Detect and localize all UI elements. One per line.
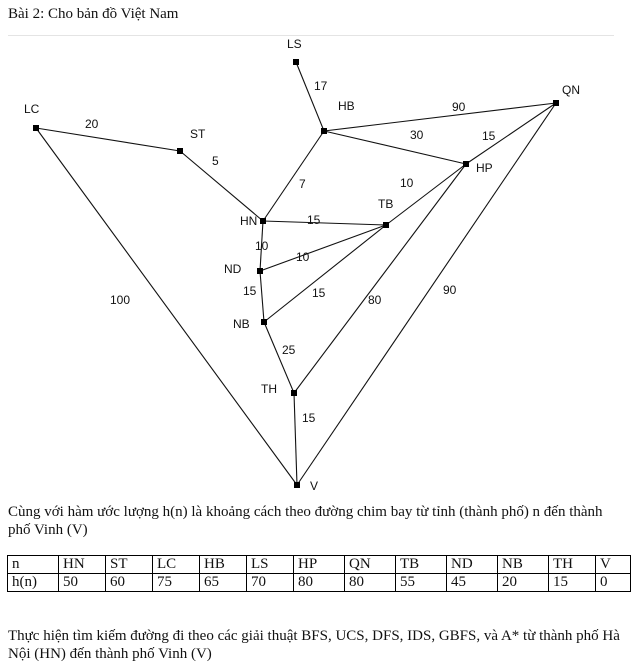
node-hb	[321, 128, 327, 134]
table-cell: HB	[199, 555, 247, 574]
node-lc	[33, 125, 39, 131]
table-cell: 75	[152, 573, 200, 592]
edge-hn-tb	[262, 220, 387, 226]
table-cell: 55	[395, 573, 447, 592]
node-nb	[261, 319, 267, 325]
table-cell: ST	[105, 555, 153, 574]
table-cell: NB	[497, 555, 549, 574]
table-row: h(n) 50 60 75 65 70 80 80 55 45 20 15 0	[7, 573, 631, 592]
node-st	[177, 148, 183, 154]
table-cell: 20	[497, 573, 549, 592]
edge-weight: 15	[312, 286, 326, 300]
node-label: HB	[338, 99, 355, 113]
table-cell: ND	[446, 555, 498, 574]
edge-weight: 15	[307, 213, 321, 227]
edge-weight: 100	[110, 293, 130, 307]
table-cell: 0	[595, 573, 631, 592]
node-th	[291, 390, 297, 396]
node-label: LC	[24, 102, 40, 116]
divider	[8, 35, 614, 36]
edge-hb-hn	[262, 130, 325, 222]
edge-th-v	[293, 392, 298, 486]
node-v	[294, 482, 300, 488]
node-qn	[553, 100, 559, 106]
edge-weight: 25	[282, 343, 296, 357]
edge-nb-tb	[263, 224, 387, 323]
edge-weight: 90	[443, 283, 457, 297]
table-cell: n	[7, 555, 59, 574]
edge-weight: 10	[400, 176, 414, 190]
node-label: NB	[233, 317, 250, 331]
edge-nb-th	[263, 321, 295, 394]
table-cell: HP	[293, 555, 345, 574]
table-cell: TH	[548, 555, 596, 574]
table-cell: 50	[58, 573, 106, 592]
edge-weight: 15	[243, 284, 257, 298]
edge-weight: 5	[212, 154, 219, 168]
edge-lc-v	[35, 127, 298, 486]
table-cell: LS	[246, 555, 294, 574]
node-label: HP	[476, 161, 493, 175]
node-nd	[257, 268, 263, 274]
node-label: TH	[261, 382, 277, 396]
node-label: LS	[287, 37, 302, 51]
heuristic-table: n HN ST LC HB LS HP QN TB ND NB TH V h(n…	[7, 555, 631, 592]
table-cell: 15	[548, 573, 596, 592]
node-label: V	[310, 479, 318, 493]
table-cell: 65	[199, 573, 247, 592]
edge-nd-tb	[259, 224, 387, 272]
edge-weight: 80	[368, 293, 382, 307]
edge-weight: 10	[296, 250, 310, 264]
task-text: Thực hiện tìm kiếm đường đi theo các giả…	[8, 628, 620, 662]
heuristic-description: Cùng với hàm ước lượng h(n) là khoảng cá…	[8, 504, 603, 538]
edge-weight: 15	[482, 129, 496, 143]
node-tb	[383, 222, 389, 228]
edge-hb-qn	[323, 102, 557, 132]
table-cell: 70	[246, 573, 294, 592]
table-cell: 45	[446, 573, 498, 592]
table-cell: V	[595, 555, 631, 574]
edge-weight: 17	[314, 79, 328, 93]
node-label: QN	[562, 83, 580, 97]
vietnam-graph-map: 17 20 5 90 30 15 7 10 15 10 10 15 15 100 80 90 25 15 LS LC…	[24, 37, 580, 493]
table-cell: 80	[344, 573, 396, 592]
edge-qn-v	[296, 102, 557, 486]
edge-hp-qn	[465, 102, 557, 165]
edge-ls-hb	[295, 61, 325, 132]
node-hp	[463, 161, 469, 167]
table-cell: LC	[152, 555, 200, 574]
node-label: HN	[240, 214, 257, 228]
node-hn	[260, 218, 266, 224]
node-label: TB	[378, 197, 393, 211]
exercise-title: Bài 2: Cho bản đồ Việt Nam	[8, 6, 179, 22]
table-cell: HN	[58, 555, 106, 574]
edge-weight: 15	[302, 411, 316, 425]
table-cell: QN	[344, 555, 396, 574]
table-cell: TB	[395, 555, 447, 574]
edge-weight: 30	[410, 128, 424, 142]
edge-weight: 20	[85, 117, 99, 131]
table-header-row: n HN ST LC HB LS HP QN TB ND NB TH V	[7, 555, 631, 574]
edge-hp-th	[293, 163, 467, 394]
edge-hb-hp	[323, 130, 467, 165]
node-label: ST	[190, 127, 206, 141]
node-ls	[293, 59, 299, 65]
edge-weight: 7	[299, 177, 306, 191]
edge-hn-nd	[259, 220, 264, 272]
edge-hp-tb	[385, 163, 467, 226]
table-cell: h(n)	[7, 573, 59, 592]
edge-nd-nb	[259, 270, 265, 323]
table-cell: 60	[105, 573, 153, 592]
edge-weight: 10	[255, 239, 269, 253]
node-label: ND	[224, 262, 242, 276]
edge-st-hn	[179, 150, 264, 222]
edge-weight: 90	[452, 100, 466, 114]
edge-lc-st	[35, 127, 181, 152]
table-cell: 80	[293, 573, 345, 592]
